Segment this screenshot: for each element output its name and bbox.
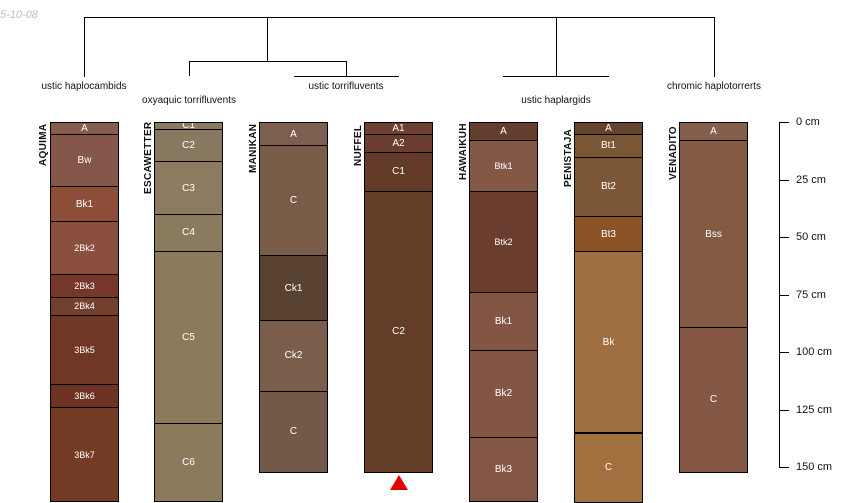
horizon-manikan-c: C xyxy=(259,391,328,473)
horizon-venadito-a: A xyxy=(679,122,748,142)
horizon-escawetter-c5: C5 xyxy=(154,250,223,425)
profile-name-penistaja: PENISTAJA xyxy=(563,128,574,187)
horizon-venadito-bss: Bss xyxy=(679,140,748,328)
horizon-penistaja-a: A xyxy=(574,122,643,135)
horizon-aquima-bk1: Bk1 xyxy=(50,186,119,222)
depth-tick-label: 50 cm xyxy=(796,231,826,243)
horizon-aquima-3bk7: 3Bk7 xyxy=(50,407,119,503)
depth-tick-label: 25 cm xyxy=(796,173,826,186)
depth-tick xyxy=(779,294,789,296)
horizon-penistaja-c: C xyxy=(574,432,643,503)
dendrogram-branch-g4 xyxy=(556,17,557,76)
horizon-manikan-ck1: Ck1 xyxy=(259,255,328,321)
profile-name-aquima: AQUIMA xyxy=(38,123,49,166)
horizon-aquima-2bk2: 2Bk2 xyxy=(50,220,119,275)
profile-column-nuffel: A1 A2 C1 C2 xyxy=(364,0,433,500)
group-label-ustic-haplocambids: ustic haplocambids xyxy=(41,81,127,92)
horizon-penistaja-bt2: Bt2 xyxy=(574,156,643,218)
profile-name-nuffel: NUFFEL xyxy=(353,124,364,166)
dendrogram-root-branch xyxy=(84,17,714,18)
horizon-aquima-2bk3: 2Bk3 xyxy=(50,273,119,298)
profile-name-venadito: VENADITO xyxy=(668,126,679,180)
horizon-nuffel-c2: C2 xyxy=(364,191,433,473)
dendrogram-branch-g1 xyxy=(84,17,85,77)
dendrogram-branch-g2 xyxy=(189,61,190,76)
group-label-ustic-haplargids: ustic haplargids xyxy=(521,95,591,106)
horizon-manikan-a: A xyxy=(259,122,328,146)
horizon-hawaikuh-bk3: Bk3 xyxy=(469,437,538,503)
horizon-aquima-2bk4: 2Bk4 xyxy=(50,296,119,317)
horizon-aquima-3bk5: 3Bk5 xyxy=(50,315,119,386)
horizon-manikan-c: C xyxy=(259,145,328,257)
depth-tick-label: 0 cm xyxy=(796,116,820,128)
profile-column-penistaja: A Bt1 Bt2 Bt3 Bk C xyxy=(574,0,643,503)
depth-tick xyxy=(779,467,789,468)
horizon-escawetter-c3: C3 xyxy=(154,161,223,215)
depth-limit-marker-icon xyxy=(390,475,408,490)
horizon-hawaikuh-a: A xyxy=(469,122,538,142)
group-label-ustic-torrifluvents: ustic torrifluvents xyxy=(308,81,384,92)
profile-column-venadito: A Bss C xyxy=(679,0,748,500)
profile-column-aquima: A Bw Bk1 2Bk2 2Bk3 2Bk4 3Bk5 3Bk6 3Bk7 xyxy=(50,0,119,503)
horizon-penistaja-bt1: Bt1 xyxy=(574,133,643,158)
horizon-escawetter-c2: C2 xyxy=(154,128,223,163)
horizon-escawetter-c6: C6 xyxy=(154,423,223,503)
horizon-manikan-ck2: Ck2 xyxy=(259,319,328,393)
horizon-penistaja-bk: Bk xyxy=(574,250,643,434)
dendrogram-subbranch xyxy=(189,61,347,62)
horizon-hawaikuh-bk2: Bk2 xyxy=(469,349,538,439)
profile-column-hawaikuh: A Btk1 Btk2 Bk1 Bk2 Bk3 xyxy=(469,0,538,503)
horizon-hawaikuh-btk1: Btk1 xyxy=(469,140,538,192)
depth-tick xyxy=(779,237,789,238)
profile-column-escawetter: C1 C2 C3 C4 C5 C6 xyxy=(154,0,223,503)
horizon-nuffel-a2: A2 xyxy=(364,133,433,153)
horizon-aquima-3bk6: 3Bk6 xyxy=(50,384,119,409)
depth-tick xyxy=(779,179,789,181)
horizon-nuffel-c1: C1 xyxy=(364,151,433,192)
horizon-hawaikuh-bk1: Bk1 xyxy=(469,292,538,351)
horizon-aquima-bw: Bw xyxy=(50,133,119,188)
group-label-chromic-haplotorrerts: chromic haplotorrerts xyxy=(667,81,761,92)
profile-name-hawaikuh: HAWAIKUH xyxy=(458,123,469,180)
depth-tick xyxy=(779,352,789,353)
dendrogram-branch-g3 xyxy=(346,61,347,76)
horizon-escawetter-c4: C4 xyxy=(154,214,223,252)
depth-tick xyxy=(779,409,789,411)
depth-tick xyxy=(779,122,789,123)
dendrogram-leaf-g3 xyxy=(294,76,399,77)
dendrogram-branch-g5 xyxy=(714,17,715,77)
horizon-hawaikuh-btk2: Btk2 xyxy=(469,191,538,294)
depth-tick-label: 100 cm xyxy=(796,346,833,358)
dendrogram-leaf-g4 xyxy=(503,76,609,77)
depth-tick-label: 125 cm xyxy=(796,403,833,416)
horizon-penistaja-bt3: Bt3 xyxy=(574,216,643,252)
depth-tick-label: 75 cm xyxy=(796,288,826,301)
profile-name-escawetter: ESCAWETTER xyxy=(143,121,154,194)
group-label-oxyaquic-torrifluvents: oxyaquic torrifluvents xyxy=(142,95,236,106)
profile-column-manikan: A C Ck1 Ck2 C xyxy=(259,0,328,500)
depth-tick-label: 150 cm xyxy=(796,461,833,473)
profile-name-manikan: MANIKAN xyxy=(248,123,259,173)
horizon-venadito-c: C xyxy=(679,326,748,473)
dendrogram-branch-center xyxy=(267,17,268,61)
date-label: 5-10-08 xyxy=(0,9,38,21)
